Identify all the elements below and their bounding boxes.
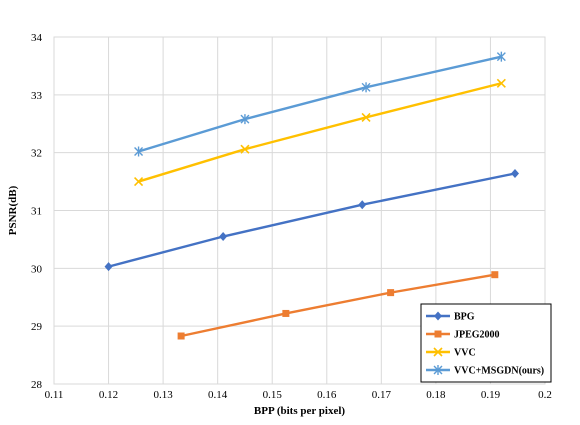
y-tick-label: 33 [31,90,43,102]
y-axis-ticks: 28 29 30 31 32 33 34 [31,32,43,391]
series-3 [134,51,506,157]
data-point [240,144,250,154]
legend-marker [434,311,442,321]
series [104,51,519,340]
legend-item: VVC [426,347,476,359]
data-point [104,262,113,272]
data-point [496,51,506,62]
x-tick-label: 0.19 [481,389,501,401]
legend-marker [433,365,443,375]
legend-label: BPG [454,312,475,323]
x-axis-ticks: 0.11 0.12 0.13 0.14 0.15 0.16 0.17 0.18 0.19 0.2 [45,389,552,401]
x-tick-label: 0.16 [317,389,337,401]
x-tick-label: 0.2 [538,389,552,401]
y-tick-label: 30 [31,263,43,275]
x-tick-label: 0.17 [372,389,392,401]
x-tick-label: 0.13 [153,389,173,401]
legend-marker [433,347,443,357]
data-point [496,78,506,88]
data-point [282,309,290,317]
series-2 [133,78,506,187]
legend-label: VVC [454,348,476,359]
data-point [177,332,185,340]
series-1 [177,271,499,340]
data-point [361,112,371,122]
series-0 [104,168,519,272]
plot-area [53,36,546,385]
data-point [491,271,499,279]
series-line [138,55,502,153]
data-point [133,177,144,187]
x-tick-label: 0.14 [208,389,228,401]
data-point [219,232,228,242]
y-tick-label: 31 [31,206,42,218]
data-point [387,289,395,297]
data-point [361,82,371,93]
legend-label: JPEG2000 [454,330,500,341]
x-tick-label: 0.15 [263,389,283,401]
x-tick-label: 0.12 [99,389,118,401]
y-tick-label: 29 [31,321,43,333]
y-tick-label: 32 [31,148,42,160]
data-point [510,168,519,178]
x-tick-label: 0.11 [45,389,64,401]
x-axis-title: BPP (bits per pixel) [254,405,345,417]
series-line [108,172,516,268]
legend-item: VVC+MSGDN(ours) [426,365,544,377]
legend-label: VVC+MSGDN(ours) [454,366,544,377]
data-point [134,146,144,157]
data-point [358,200,367,210]
y-tick-label: 28 [31,379,43,391]
legend-item: BPG [426,311,475,323]
y-axis-title: PSNR(dB) [7,185,19,235]
legend-marker [434,330,442,338]
x-tick-label: 0.18 [426,389,446,401]
legend-item: JPEG2000 [426,330,500,341]
series-line [138,82,502,183]
data-point [240,114,250,125]
series-line [180,273,496,338]
legend: BPG JPEG2000 VVC VVC+MSGDN(ours) [420,303,552,383]
y-tick-label: 34 [31,32,43,44]
